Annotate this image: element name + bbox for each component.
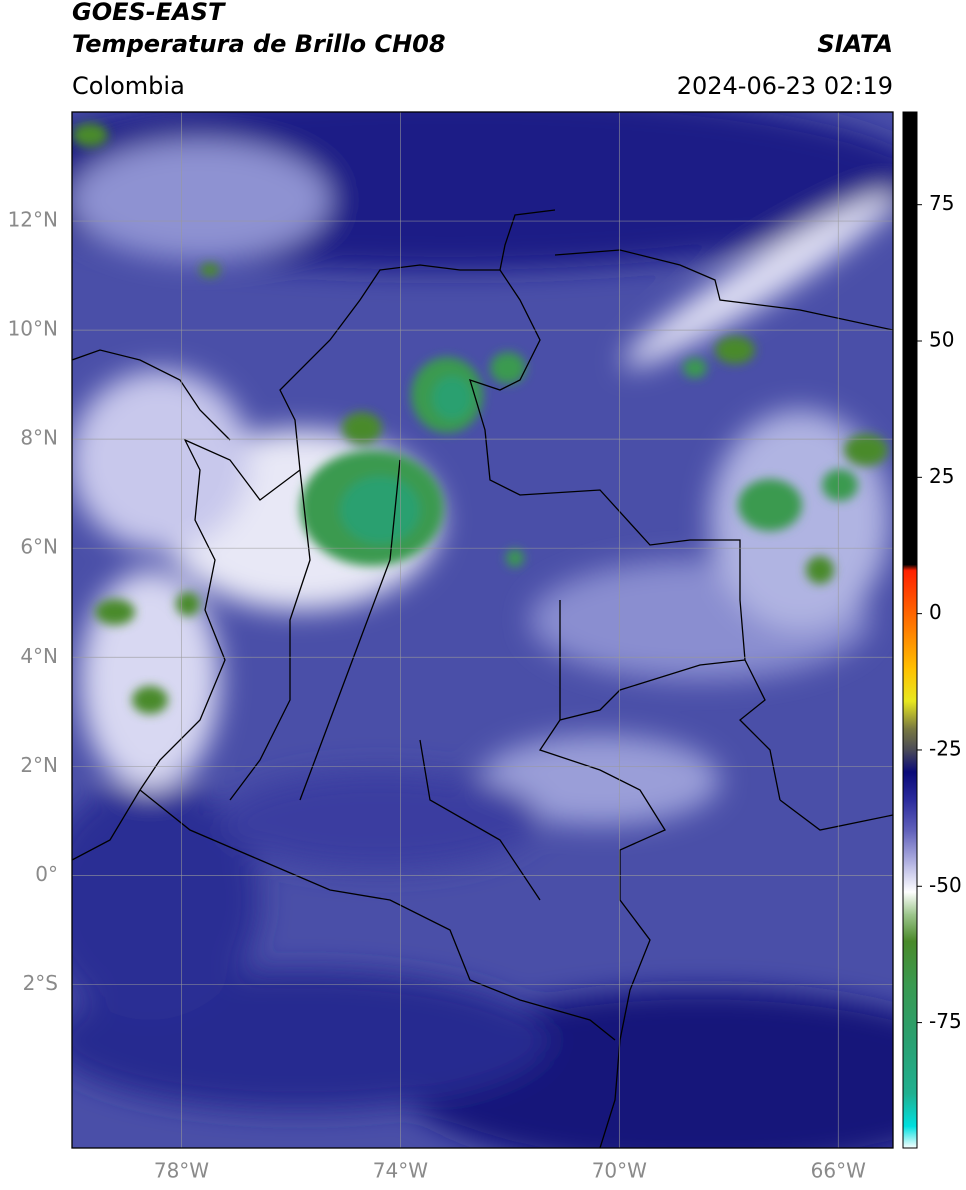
subtitle: Temperatura de Brillo CH08 xyxy=(72,30,446,58)
datetime: 2024-06-23 02:19 xyxy=(677,72,893,100)
colorbar-segment xyxy=(903,668,917,702)
colorbar-tick-label: -75 xyxy=(929,1009,962,1033)
colorbar-segment xyxy=(903,700,917,729)
source: SIATA xyxy=(817,30,893,58)
colorbar-segment xyxy=(903,771,917,800)
boundaries xyxy=(72,209,893,1148)
colorbar-tick-label: 75 xyxy=(929,191,954,215)
colorbar: 75 50 25 0 -25 -50 -75 xyxy=(902,111,962,1149)
colorbar-segment xyxy=(903,940,917,985)
colorbar-segment xyxy=(903,891,917,915)
x-tick-label: 78°W xyxy=(154,1159,209,1183)
satellite-image xyxy=(72,112,893,1148)
y-tick-label: 12°N xyxy=(8,208,58,232)
colorbar-tick-label: 50 xyxy=(929,328,954,352)
region: Colombia xyxy=(72,72,185,100)
colorbar-segment xyxy=(903,799,917,833)
colorbar-segment xyxy=(903,749,917,773)
y-tick-label: 0° xyxy=(35,862,58,886)
colorbar-segment xyxy=(903,1093,917,1127)
colorbar-tick-label: -50 xyxy=(929,873,962,897)
y-tick-label: 4°N xyxy=(20,644,58,668)
graticule xyxy=(72,112,893,1148)
colorbar-segment xyxy=(903,570,917,631)
y-tick-label: 8°N xyxy=(20,426,58,450)
colorbar-segment xyxy=(903,112,917,566)
colorbar-segment xyxy=(903,864,917,893)
colorbar-tick-label: 25 xyxy=(929,464,954,488)
colorbar-segment xyxy=(903,984,917,1040)
colorbar-tick-label: -25 xyxy=(929,736,962,760)
y-tick-label: 6°N xyxy=(20,535,58,559)
title: GOES-EAST xyxy=(72,0,226,26)
colorbar-segment xyxy=(903,913,917,942)
colorbar-frame xyxy=(902,111,918,1149)
y-tick-label: 2°S xyxy=(23,971,58,995)
y-tick-label: 2°N xyxy=(20,753,58,777)
colorbar-segment xyxy=(903,728,917,751)
colorbar-segment xyxy=(903,564,917,571)
colorbar-segment xyxy=(903,630,917,669)
x-tick-label: 70°W xyxy=(592,1159,647,1183)
colorbar-segment xyxy=(903,1038,917,1094)
colorbar-segment xyxy=(903,1126,917,1149)
map-frame xyxy=(71,111,894,1149)
y-tick-label: 10°N xyxy=(8,317,58,341)
colorbar-segment xyxy=(903,831,917,865)
x-tick-label: 66°W xyxy=(811,1159,866,1183)
x-tick-label: 74°W xyxy=(373,1159,428,1183)
colorbar-tick-label: 0 xyxy=(929,600,942,624)
